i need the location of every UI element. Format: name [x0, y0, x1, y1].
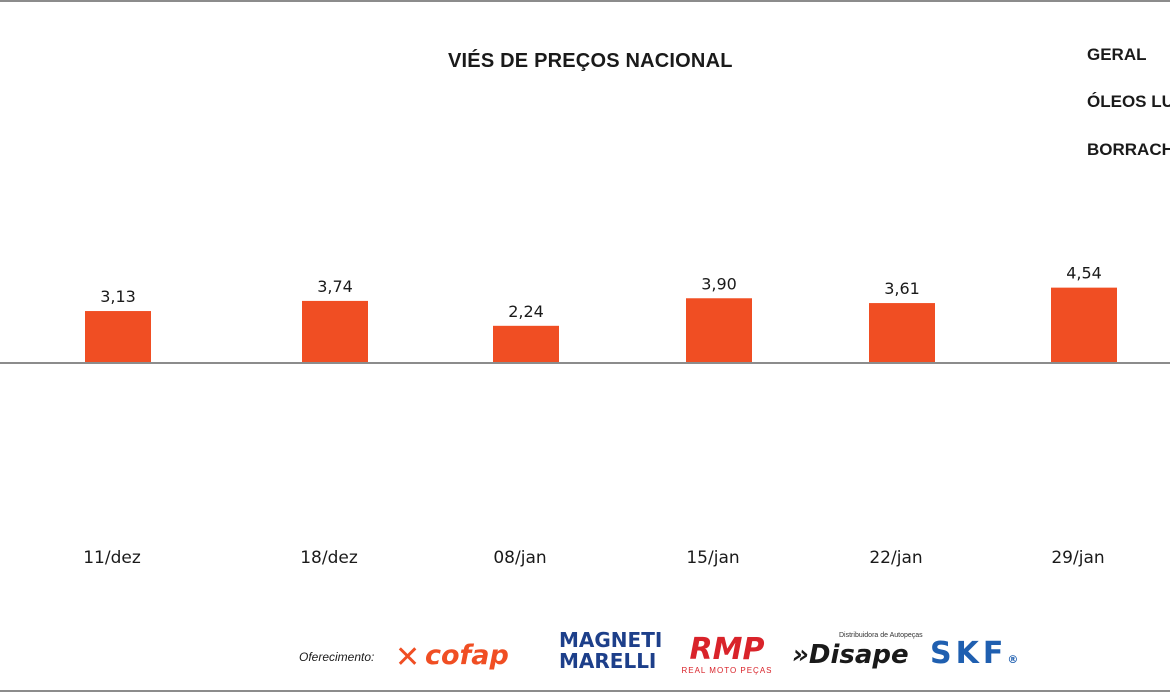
disape-logo: Distribuidora de Autopeças »Disape [792, 632, 923, 676]
rmp-logo: RMP REAL MOTO PEÇAS [680, 632, 776, 678]
bar-08-jan [493, 325, 559, 363]
data-label-29-jan: 4,54 [1066, 264, 1102, 283]
data-label-18-dez: 3,74 [317, 277, 353, 296]
cofap-mark-icon: ✕ [395, 640, 421, 675]
bar-29-jan [1051, 287, 1117, 363]
category-label-08-jan: 08/jan [493, 548, 546, 568]
data-label-22-jan: 3,61 [884, 279, 920, 298]
category-label-22-jan: 22/jan [869, 548, 922, 568]
category-label-15-jan: 15/jan [686, 548, 739, 568]
skf-logo: SKF® [930, 636, 1040, 676]
bar-18-dez [302, 300, 368, 363]
magneti-logo-line2: MARELLI [559, 649, 657, 673]
labels-layer: 3,13 11/dez 3,74 18/dez 2,24 08/jan 3,90 15/jan… [83, 264, 1104, 568]
legend-item-oleos: ÓLEOS LU [1087, 92, 1170, 111]
data-label-15-jan: 3,90 [701, 274, 737, 293]
legend-item-geral: GERAL [1087, 45, 1147, 64]
skf-registered-mark: ® [1007, 653, 1019, 666]
bar-22-jan [869, 303, 935, 363]
data-label-08-jan: 2,24 [508, 302, 544, 321]
sponsor-label: Oferecimento: [299, 650, 375, 664]
magneti-marelli-logo: MAGNETI MARELLI [559, 628, 663, 680]
bars-layer [85, 287, 1117, 363]
cofap-logo-text: cofap [425, 640, 509, 671]
cofap-logo: ✕ cofap [395, 636, 545, 676]
bottom-border [0, 690, 1170, 692]
bar-15-jan [686, 298, 752, 363]
disape-logo-tagline: Distribuidora de Autopeças [839, 632, 923, 639]
magneti-logo-line1: MAGNETI [559, 628, 663, 652]
legend-item-borracha: BORRACH [1087, 140, 1170, 159]
category-label-11-dez: 11/dez [83, 548, 141, 568]
data-label-11-dez: 3,13 [100, 287, 136, 306]
skf-logo-text: SKF [930, 636, 1008, 671]
disape-logo-text: »Disape [792, 640, 909, 670]
rmp-logo-tagline: REAL MOTO PEÇAS [681, 666, 773, 675]
category-label-29-jan: 29/jan [1051, 548, 1104, 568]
category-label-18-dez: 18/dez [300, 548, 358, 568]
chart-title: VIÉS DE PREÇOS NACIONAL [448, 50, 733, 72]
bar-11-dez [85, 311, 151, 363]
top-border [0, 0, 1170, 2]
rmp-logo-text: RMP [689, 632, 765, 667]
